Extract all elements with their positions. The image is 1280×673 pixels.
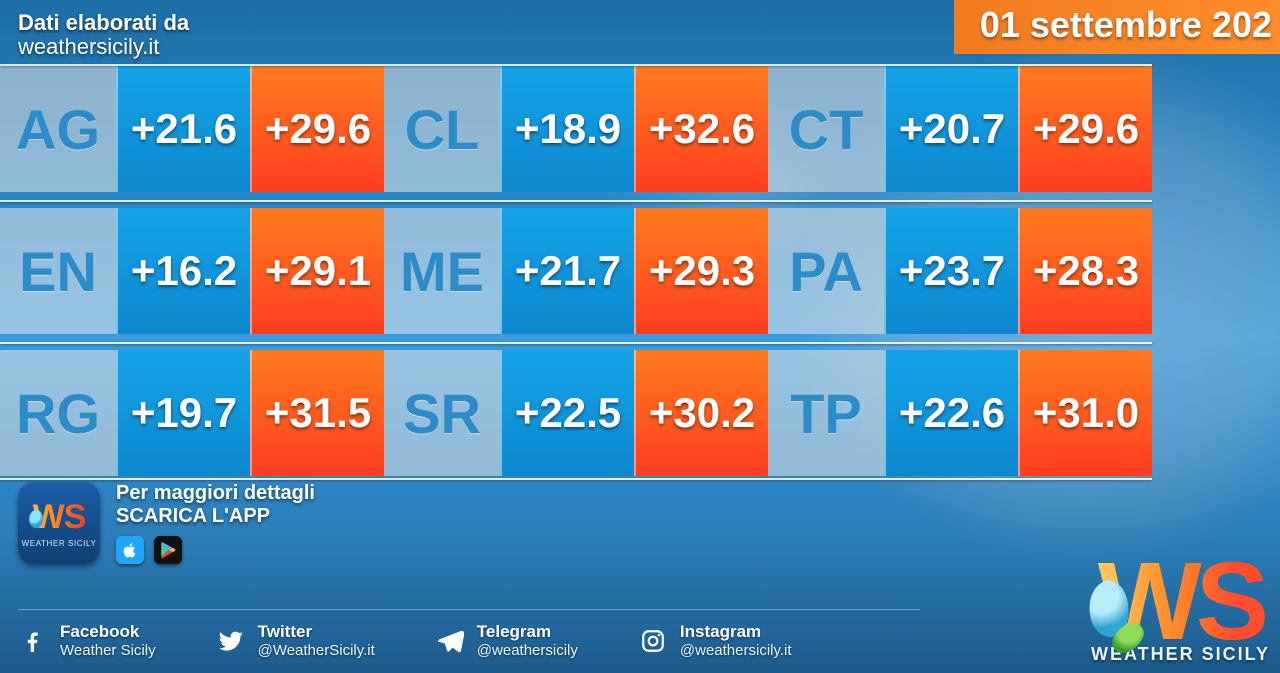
province-cell: SR +22.5 +30.2 <box>384 350 768 476</box>
play-store-icon <box>154 536 182 564</box>
temp-max: +29.6 <box>250 66 384 192</box>
temp-max: +28.3 <box>1018 208 1152 334</box>
grid-sep-2 <box>0 342 1152 344</box>
temp-min: +18.9 <box>500 66 634 192</box>
twitter-icon <box>216 626 246 656</box>
social-name: Twitter <box>258 622 375 642</box>
social-text: Telegram @weathersicily <box>477 622 578 659</box>
temp-max: +29.6 <box>1018 66 1152 192</box>
province-cell: AG +21.6 +29.6 <box>0 66 384 192</box>
province-code: PA <box>768 208 884 334</box>
temp-min: +20.7 <box>884 66 1018 192</box>
social-text: Facebook Weather Sicily <box>60 622 156 659</box>
social-handle: Weather Sicily <box>60 642 156 659</box>
temp-min: +22.6 <box>884 350 1018 476</box>
cta-line2: SCARICA L'APP <box>116 505 315 528</box>
telegram-icon <box>435 626 465 656</box>
temp-max: +32.6 <box>634 66 768 192</box>
date-banner: 01 settembre 202 <box>954 0 1280 54</box>
store-icons <box>116 536 315 564</box>
temp-min: +21.7 <box>500 208 634 334</box>
social-name: Telegram <box>477 622 578 642</box>
attribution-header: Dati elaborati da weathersicily.it <box>18 10 189 60</box>
app-store-icon <box>116 536 144 564</box>
social-links-row: Facebook Weather Sicily Twitter @Weather… <box>18 609 920 659</box>
social-name: Facebook <box>60 622 156 642</box>
instagram-icon <box>638 626 668 656</box>
province-cell: CT +20.7 +29.6 <box>768 66 1152 192</box>
province-code: CL <box>384 66 500 192</box>
temp-min: +21.6 <box>116 66 250 192</box>
province-code: TP <box>768 350 884 476</box>
facebook-icon <box>18 626 48 656</box>
province-cell: EN +16.2 +29.1 <box>0 208 384 334</box>
province-code: SR <box>384 350 500 476</box>
temp-max: +29.1 <box>250 208 384 334</box>
province-cell: ME +21.7 +29.3 <box>384 208 768 334</box>
social-facebook: Facebook Weather Sicily <box>18 622 156 659</box>
province-code: AG <box>0 66 116 192</box>
ws-app-icon: WS WEATHER SICILY <box>18 482 100 564</box>
temperature-grid: AG +21.6 +29.6 CL +18.9 +32.6 CT +20.7 +… <box>0 66 1152 476</box>
ws-app-icon-sub: WEATHER SICILY <box>22 539 97 548</box>
weather-sicily-logo: WS WEATHER SICILY <box>1091 555 1270 666</box>
temp-min: +22.5 <box>500 350 634 476</box>
app-download-cta: WS WEATHER SICILY Per maggiori dettagli … <box>18 482 315 564</box>
social-telegram: Telegram @weathersicily <box>435 622 578 659</box>
attribution-line2: weathersicily.it <box>18 34 189 60</box>
logo-text: WS <box>1091 555 1270 649</box>
grid-sep-top <box>0 64 1152 66</box>
social-handle: @WeatherSicily.it <box>258 642 375 659</box>
social-handle: @weathersicily.it <box>680 642 792 659</box>
social-twitter: Twitter @WeatherSicily.it <box>216 622 375 659</box>
temp-min: +19.7 <box>116 350 250 476</box>
social-handle: @weathersicily <box>477 642 578 659</box>
province-cell: CL +18.9 +32.6 <box>384 66 768 192</box>
province-code: CT <box>768 66 884 192</box>
temp-min: +23.7 <box>884 208 1018 334</box>
temp-min: +16.2 <box>116 208 250 334</box>
grid-sep-1 <box>0 200 1152 202</box>
cta-line1: Per maggiori dettagli <box>116 482 315 505</box>
attribution-line1: Dati elaborati da <box>18 10 189 36</box>
temp-max: +29.3 <box>634 208 768 334</box>
province-code: EN <box>0 208 116 334</box>
social-text: Instagram @weathersicily.it <box>680 622 792 659</box>
province-code: RG <box>0 350 116 476</box>
social-name: Instagram <box>680 622 792 642</box>
temp-max: +30.2 <box>634 350 768 476</box>
grid-sep-bottom <box>0 478 1152 480</box>
cta-text-block: Per maggiori dettagli SCARICA L'APP <box>116 482 315 564</box>
province-code: ME <box>384 208 500 334</box>
temp-max: +31.5 <box>250 350 384 476</box>
social-text: Twitter @WeatherSicily.it <box>258 622 375 659</box>
province-cell: TP +22.6 +31.0 <box>768 350 1152 476</box>
province-cell: RG +19.7 +31.5 <box>0 350 384 476</box>
province-cell: PA +23.7 +28.3 <box>768 208 1152 334</box>
temp-max: +31.0 <box>1018 350 1152 476</box>
social-instagram: Instagram @weathersicily.it <box>638 622 792 659</box>
ws-app-icon-text: WS <box>33 498 86 537</box>
